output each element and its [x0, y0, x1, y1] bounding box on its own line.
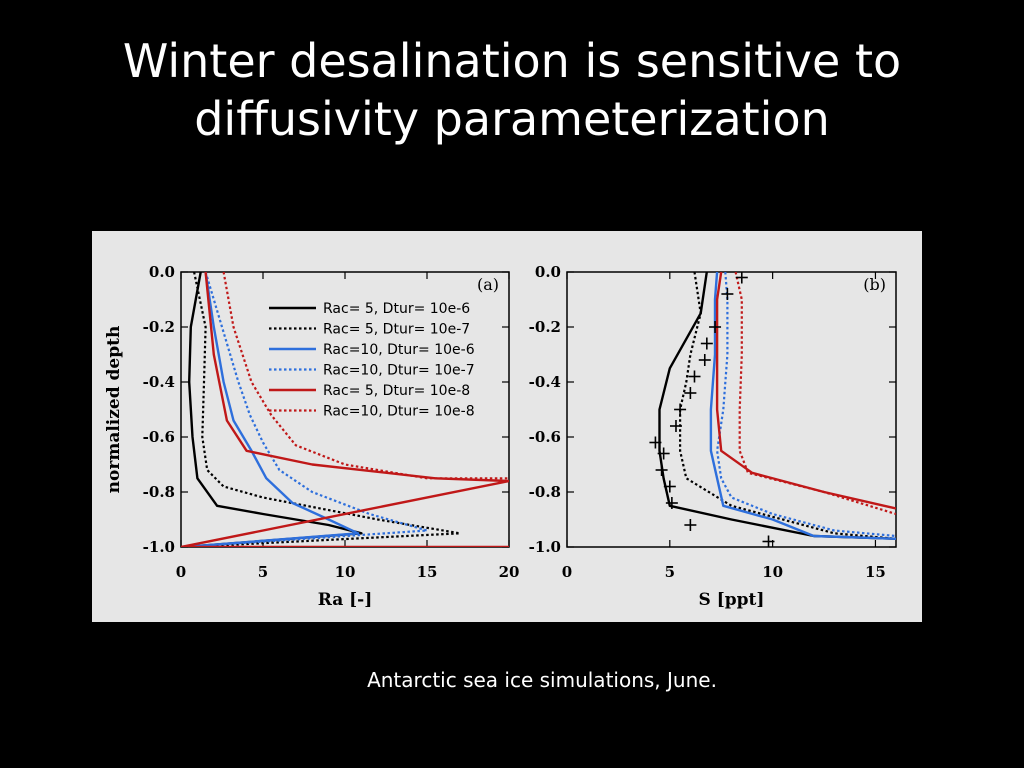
y-tick-label: -0.4 — [529, 373, 561, 391]
legend-entry: Rac= 5, Dtur= 10e-6 — [323, 301, 470, 317]
panel-label: (b) — [863, 275, 886, 294]
legend-entry: Rac=10, Dtur= 10e-7 — [323, 363, 475, 379]
y-tick-label: 0.0 — [535, 263, 561, 281]
legend-entry: Rac= 5, Dtur= 10e-8 — [323, 383, 470, 399]
plus-marker — [649, 436, 662, 449]
y-tick-label: -0.8 — [529, 483, 561, 501]
x-tick-label: 15 — [417, 563, 438, 581]
plus-marker — [762, 535, 775, 547]
plus-marker — [669, 420, 682, 432]
y-tick-label: -0.2 — [143, 318, 175, 336]
legend-entry: Rac= 5, Dtur= 10e-7 — [323, 322, 470, 338]
plus-marker — [688, 370, 701, 383]
figure-panel: 0.0 -0.2 -0.4 -0.6 -0.8 -1.0 0 5 10 15 20 Ra [-] nor… — [92, 231, 922, 622]
series-line-black-dotted — [678, 272, 896, 540]
x-tick-label: 0 — [176, 563, 186, 581]
plus-marker — [657, 447, 670, 460]
y-tick-label: -0.6 — [529, 428, 561, 446]
series-line-red-solid — [715, 272, 896, 510]
series-line-black-solid — [658, 272, 896, 540]
y-tick-label: -0.8 — [143, 483, 175, 501]
slide-title-line-1: Winter desalination is sensitive to — [122, 34, 902, 88]
x-tick-label: 5 — [665, 563, 675, 581]
plus-marker — [684, 387, 697, 399]
y-tick-label: -0.2 — [529, 318, 561, 336]
slide-title: Winter desalination is sensitive to diff… — [0, 32, 1024, 148]
y-tick-label: 0.0 — [149, 263, 175, 281]
x-tick-label: 10 — [335, 563, 356, 581]
slide-title-line-2: diffusivity parameterization — [194, 92, 830, 146]
plus-marker — [665, 497, 678, 509]
x-tick-label: 20 — [499, 563, 520, 581]
plus-marker — [709, 321, 722, 333]
x-tick-label: 10 — [762, 563, 783, 581]
x-axis-label: S [ppt] — [699, 590, 765, 610]
series-line-blue-dotted — [715, 272, 896, 538]
series-line-blue-solid — [184, 272, 360, 547]
plus-marker — [698, 354, 711, 366]
x-tick-label: 15 — [865, 563, 886, 581]
panel-label: (a) — [477, 275, 499, 294]
y-tick-label: -1.0 — [143, 538, 175, 556]
x-tick-label: 0 — [562, 563, 572, 581]
legend-entry: Rac=10, Dtur= 10e-6 — [323, 342, 475, 358]
chart-panel-a: 0.0 -0.2 -0.4 -0.6 -0.8 -1.00 5 10 15 20 Ra [-] nor… — [104, 263, 519, 610]
y-tick-label: -0.6 — [143, 428, 175, 446]
plus-marker — [663, 480, 676, 493]
series-line-red-solid — [181, 272, 509, 547]
x-axis-label: Ra [-] — [318, 590, 373, 610]
y-tick-label: -1.0 — [529, 538, 561, 556]
plus-marker — [655, 464, 668, 476]
x-tick-label: 5 — [258, 563, 268, 581]
plus-marker — [735, 272, 748, 284]
plus-marker — [684, 519, 697, 531]
plot-area — [649, 272, 896, 547]
series-line-red-dotted — [734, 272, 896, 516]
plus-marker — [700, 337, 713, 350]
series-line-blue-solid — [709, 272, 896, 540]
series-line-red-dotted — [222, 272, 509, 480]
plus-marker — [674, 403, 687, 416]
y-tick-label: -0.4 — [143, 373, 175, 391]
series-line-black-dotted — [185, 272, 461, 547]
figure-caption: Antarctic sea ice simulations, June. — [367, 668, 717, 692]
plot-frame — [566, 271, 897, 548]
plot-area — [181, 272, 509, 547]
legend: Rac= 5, Dtur= 10e-6 Rac= 5, Dtur= 10e-7 Ra… — [269, 301, 475, 420]
plus-marker — [721, 288, 734, 300]
legend-entry: Rac=10, Dtur= 10e-8 — [323, 404, 475, 420]
series-line-black-solid — [184, 272, 363, 547]
chart-panel-b: 0.0 -0.2 -0.4 -0.6 -0.8 -1.00 5 10 15 S [ppt] (b) — [529, 263, 897, 610]
y-axis-label: normalized depth — [104, 326, 124, 494]
